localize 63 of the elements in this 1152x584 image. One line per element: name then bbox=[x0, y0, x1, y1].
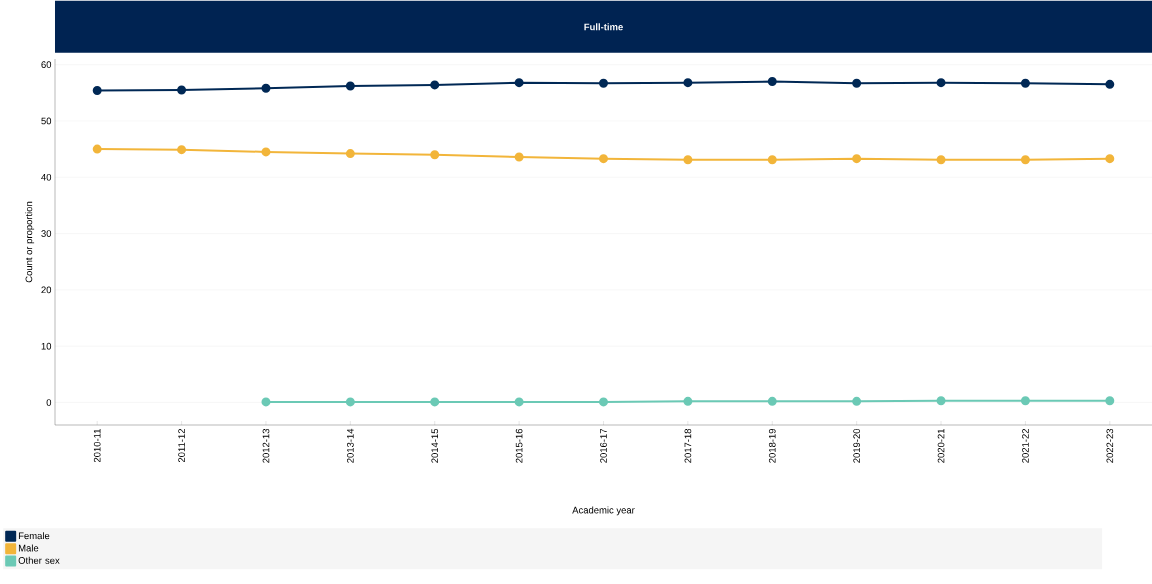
point bbox=[1020, 155, 1030, 165]
x-tick-label: 2011-12 bbox=[178, 428, 185, 463]
point bbox=[430, 150, 440, 160]
y-axis-title: Count or proportion bbox=[25, 201, 35, 283]
point bbox=[852, 396, 862, 406]
x-tick-label: 2020-21 bbox=[937, 429, 945, 463]
point bbox=[767, 155, 777, 165]
x-tick-label: 2013-14 bbox=[346, 428, 354, 463]
point bbox=[345, 81, 355, 91]
point bbox=[936, 155, 946, 165]
y-tick-label: 50 bbox=[41, 117, 52, 125]
point bbox=[177, 145, 187, 155]
point bbox=[1020, 78, 1030, 88]
point bbox=[767, 396, 777, 406]
point bbox=[430, 80, 440, 90]
point bbox=[514, 152, 524, 162]
y-tick-label: 20 bbox=[41, 286, 52, 294]
point bbox=[936, 78, 946, 88]
y-tick-label: 40 bbox=[41, 173, 52, 181]
point bbox=[683, 155, 693, 165]
chart-title: Full-time bbox=[584, 23, 623, 31]
legend-label: Male bbox=[18, 544, 39, 552]
point bbox=[852, 78, 862, 88]
point bbox=[177, 85, 187, 95]
x-tick-label: 2015-16 bbox=[515, 428, 523, 463]
x-tick-label: 2017-18 bbox=[684, 428, 692, 463]
legend-label: Other sex bbox=[18, 556, 60, 564]
x-tick-label: 2019-20 bbox=[853, 428, 861, 463]
point bbox=[599, 154, 608, 164]
y-tick-label: 0 bbox=[46, 399, 52, 406]
point bbox=[345, 397, 355, 407]
point bbox=[1020, 396, 1030, 406]
x-tick-label: 2014-15 bbox=[431, 428, 439, 463]
point bbox=[683, 396, 693, 406]
x-tick-label: 2021-22 bbox=[1022, 429, 1029, 463]
point bbox=[1105, 154, 1115, 164]
point bbox=[345, 149, 355, 159]
point bbox=[514, 397, 524, 407]
point bbox=[1105, 396, 1115, 406]
x-tick-label: 2022-23 bbox=[1106, 428, 1114, 463]
x-tick-label: 2010-11 bbox=[93, 428, 101, 463]
x-tick-label: 2016-17 bbox=[600, 429, 607, 463]
point bbox=[430, 397, 440, 407]
point bbox=[936, 396, 946, 406]
point bbox=[1105, 79, 1115, 89]
point bbox=[852, 154, 862, 164]
y-tick-label: 10 bbox=[41, 342, 52, 350]
x-axis-title: Academic year bbox=[572, 506, 635, 516]
point bbox=[261, 147, 271, 157]
point bbox=[261, 397, 271, 407]
point bbox=[767, 77, 777, 87]
x-tick-label: 2012-13 bbox=[262, 428, 270, 463]
point bbox=[514, 78, 524, 88]
y-tick-label: 60 bbox=[41, 61, 52, 68]
point bbox=[92, 86, 102, 96]
x-tick-label: 2018-19 bbox=[768, 428, 776, 463]
point bbox=[261, 83, 271, 93]
point bbox=[599, 78, 608, 88]
point bbox=[683, 78, 693, 88]
point bbox=[92, 144, 102, 154]
point bbox=[599, 397, 608, 407]
legend-label: Female bbox=[18, 532, 50, 540]
y-tick-label: 30 bbox=[41, 230, 52, 237]
